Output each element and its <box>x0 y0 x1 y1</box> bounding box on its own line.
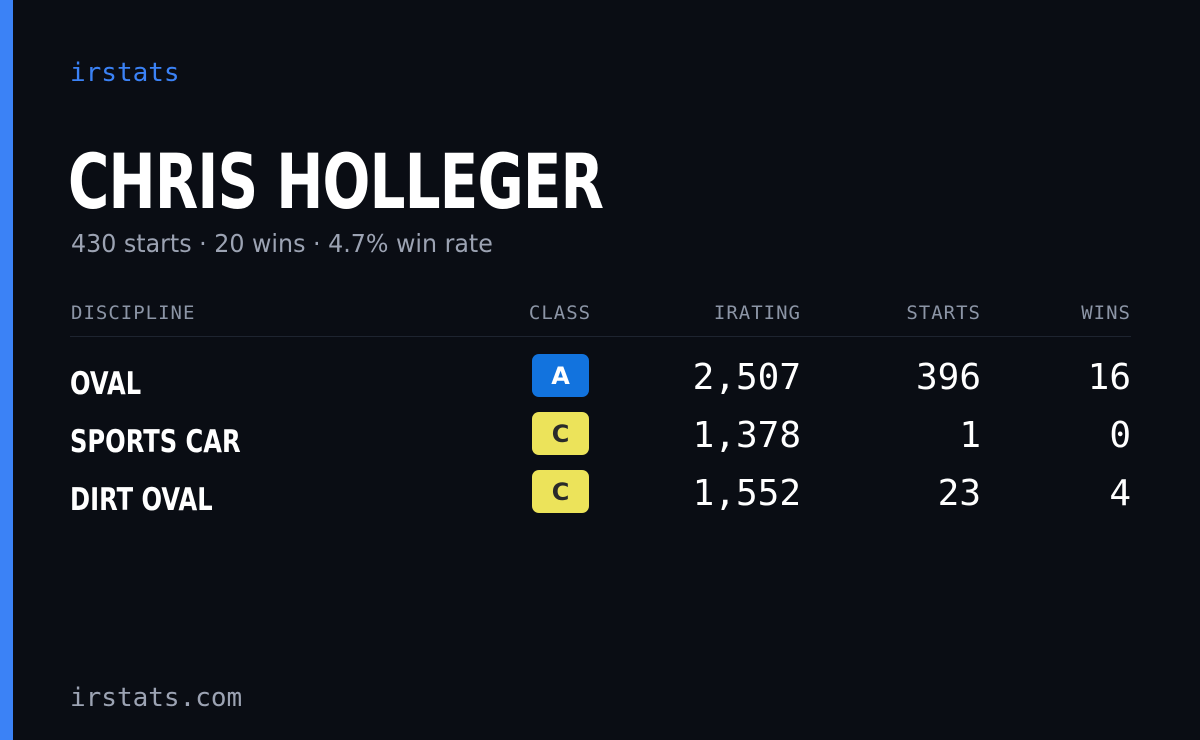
header-class: CLASS <box>528 302 592 324</box>
table-header: DISCIPLINE CLASS IRATING STARTS WINS <box>70 298 1131 337</box>
header-starts: STARTS <box>906 302 981 324</box>
irating-value: 1,552 <box>692 473 801 514</box>
starts-value: 396 <box>915 357 981 398</box>
discipline-table: OVAL A 2,507 396 16 SPORTS CAR C 1,378 1… <box>70 350 1131 524</box>
discipline-name: SPORTS CAR <box>70 424 241 460</box>
class-badge: C <box>532 470 589 513</box>
class-badge: A <box>532 354 589 397</box>
wins-value: 4 <box>1109 473 1131 514</box>
accent-bar <box>0 0 13 740</box>
class-badge: C <box>532 412 589 455</box>
table-row: DIRT OVAL C 1,552 23 4 <box>70 466 1131 524</box>
starts-value: 1 <box>959 415 981 456</box>
header-irating: IRATING <box>713 302 801 324</box>
irating-value: 2,507 <box>692 357 801 398</box>
player-summary: 430 starts · 20 wins · 4.7% win rate <box>71 229 493 258</box>
header-discipline: DISCIPLINE <box>71 302 196 324</box>
footer-domain-link[interactable]: irstats.com <box>70 683 243 713</box>
wins-value: 0 <box>1109 415 1131 456</box>
header-wins: WINS <box>1081 302 1131 324</box>
irating-value: 1,378 <box>692 415 801 456</box>
table-row: SPORTS CAR C 1,378 1 0 <box>70 408 1131 466</box>
table-row: OVAL A 2,507 396 16 <box>70 350 1131 408</box>
player-name: CHRIS HOLLEGER <box>68 137 604 226</box>
starts-value: 23 <box>937 473 981 514</box>
discipline-name: OVAL <box>70 366 142 402</box>
wins-value: 16 <box>1087 357 1131 398</box>
discipline-name: DIRT OVAL <box>70 482 213 518</box>
brand-logo[interactable]: irstats <box>70 58 180 88</box>
